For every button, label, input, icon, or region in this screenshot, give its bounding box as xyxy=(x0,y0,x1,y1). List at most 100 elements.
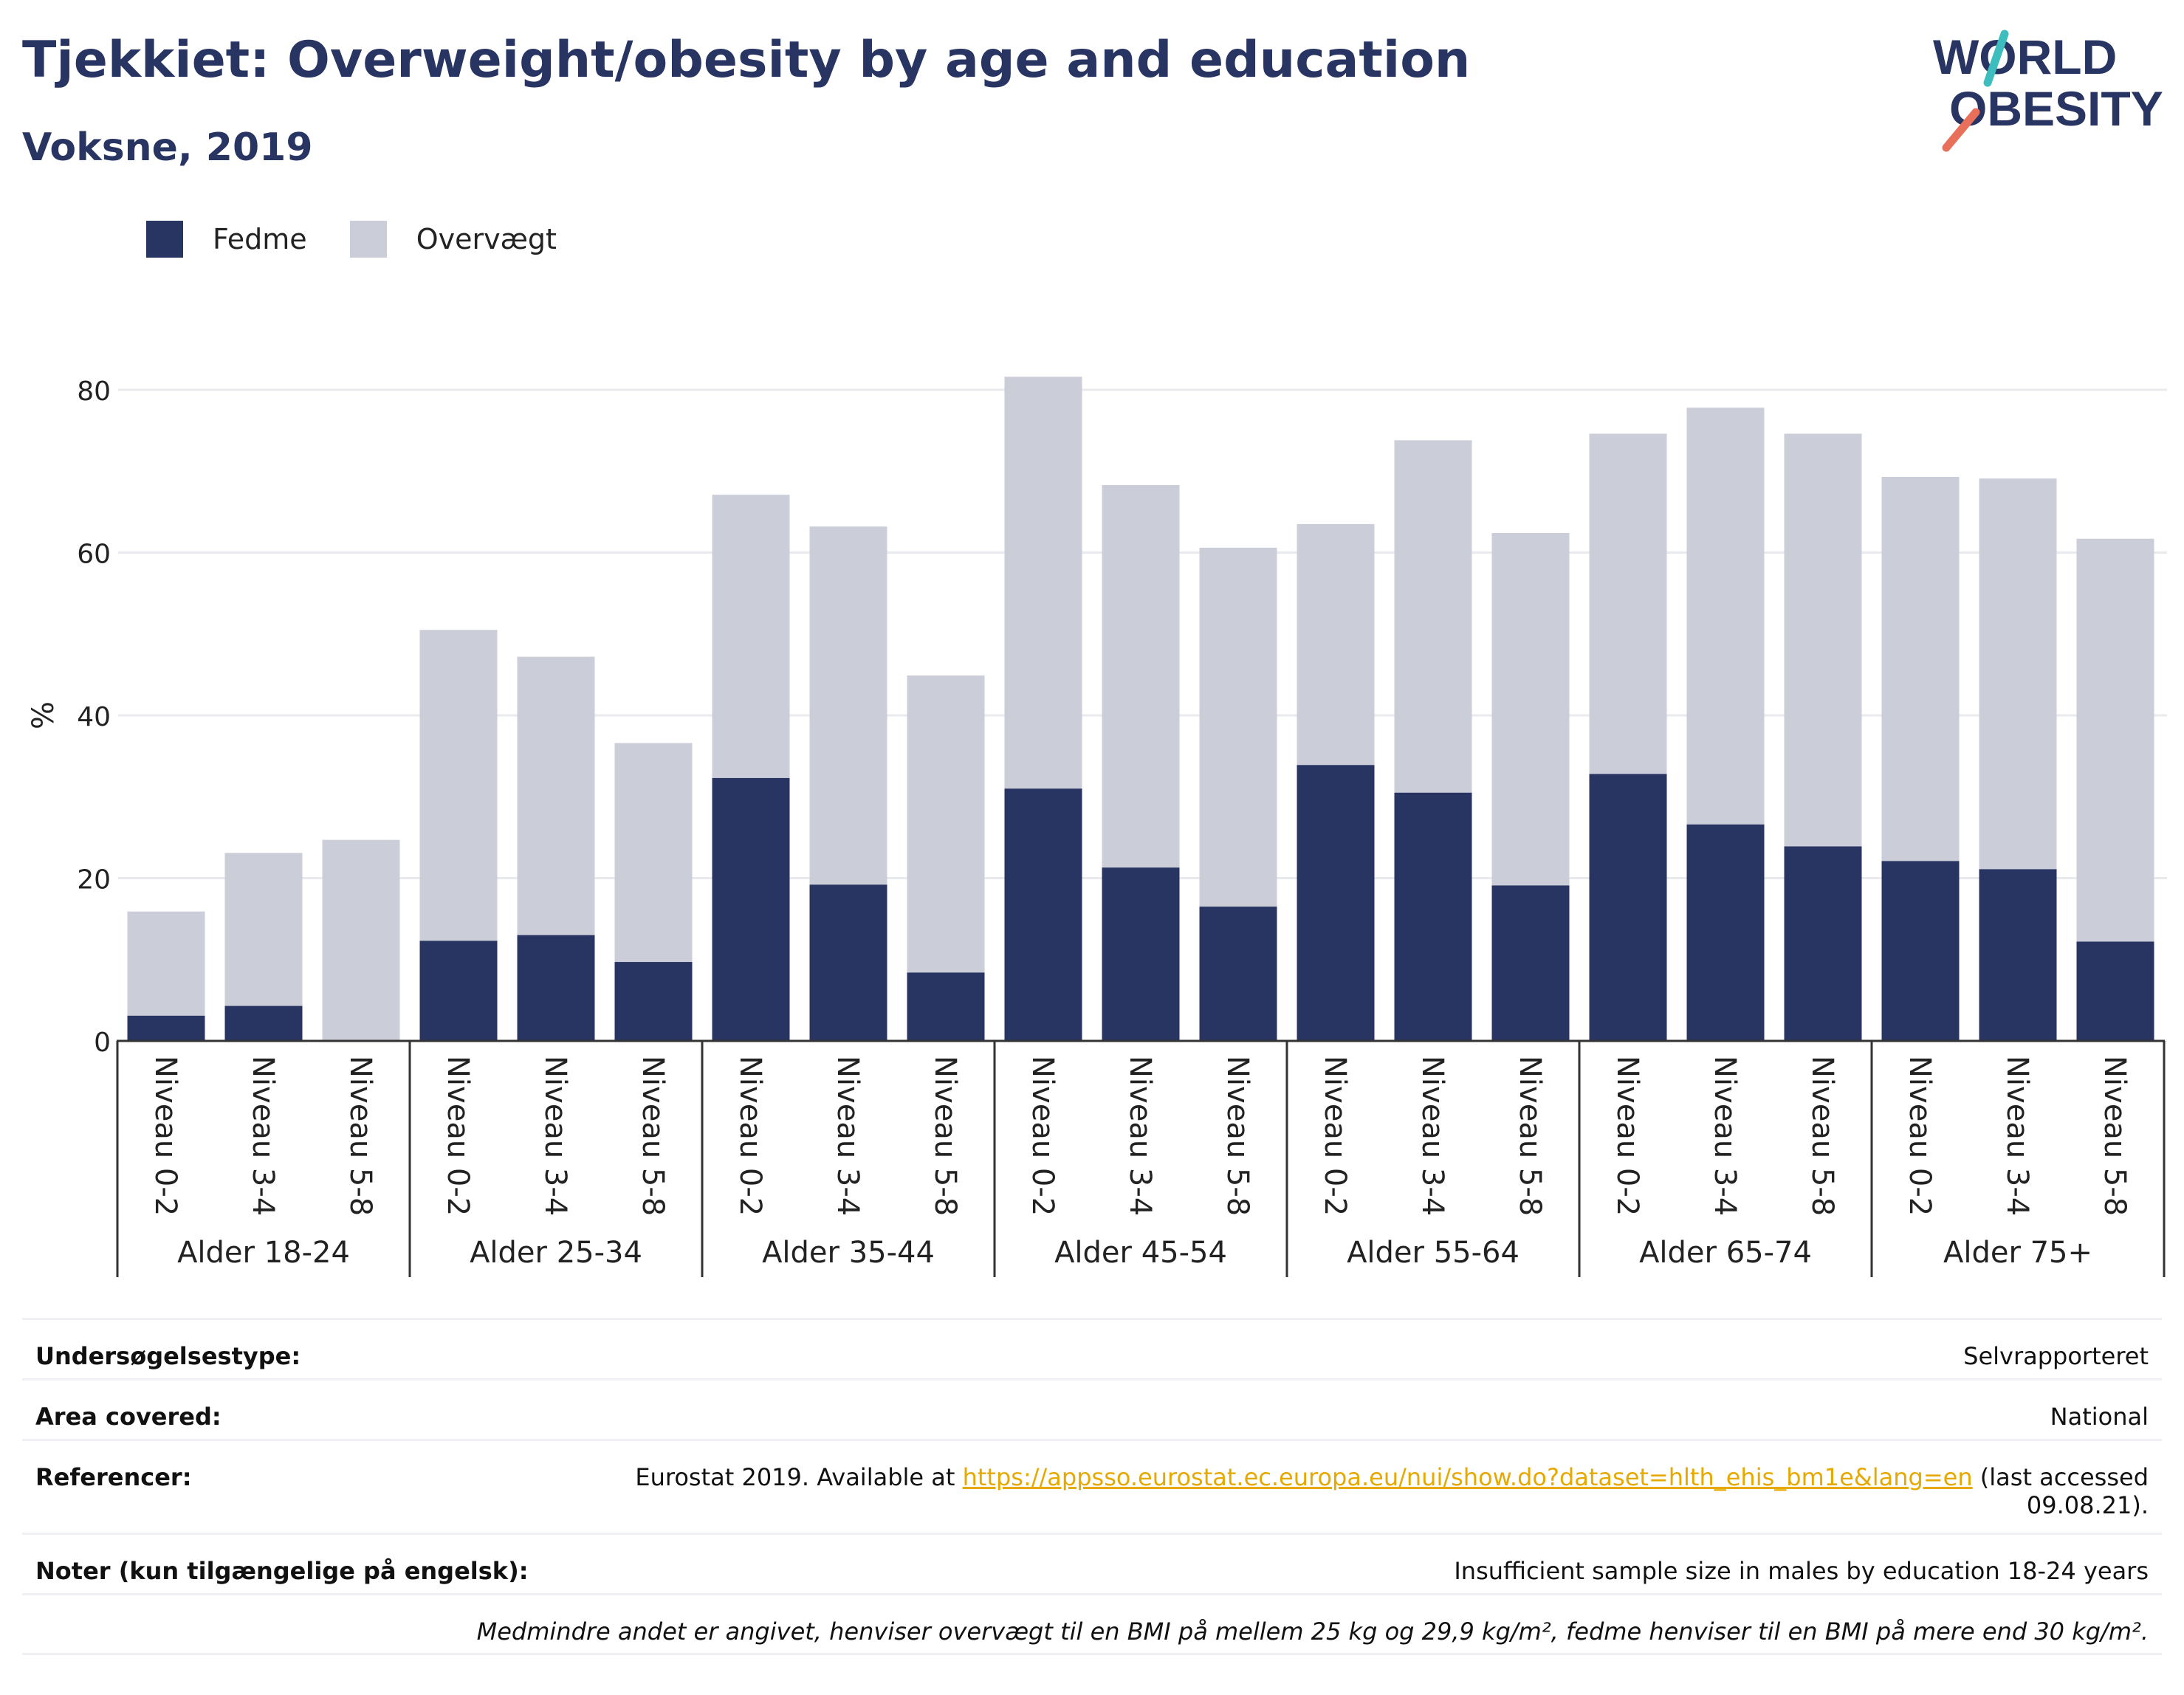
world-obesity-logo: WORLD OBESITY xyxy=(1933,30,2163,152)
info-row-footnote: Medmindre andet er angivet, henviser ove… xyxy=(22,1593,2162,1655)
survey-type-label: Undersøgelsestype: xyxy=(35,1342,301,1370)
x-tick-label: Niveau 3-4 xyxy=(246,1056,280,1216)
y-axis-label: % xyxy=(27,701,61,729)
legend-label-overvaegt: Overvægt xyxy=(416,223,557,255)
x-tick-label: Niveau 0-2 xyxy=(1610,1056,1644,1216)
bar-overvaegt xyxy=(1979,478,2057,870)
bar-fedme xyxy=(907,972,985,1041)
info-row-area: Area covered: National xyxy=(22,1378,2162,1439)
x-tick-label: Niveau 0-2 xyxy=(733,1056,767,1216)
bar-fedme xyxy=(1589,774,1667,1041)
bar-fedme xyxy=(1297,765,1375,1041)
bar-fedme xyxy=(809,884,887,1041)
bar-fedme xyxy=(1784,846,1862,1041)
x-tick-label: Niveau 5-8 xyxy=(928,1056,962,1216)
y-tick-label: 0 xyxy=(94,1028,111,1058)
bar-overvaegt xyxy=(1686,408,1765,825)
group-label: Alder 55-64 xyxy=(1347,1236,1519,1270)
x-tick-label: Niveau 5-8 xyxy=(636,1056,670,1216)
bar-overvaegt xyxy=(419,630,498,941)
bar-fedme xyxy=(1199,907,1277,1041)
legend-label-fedme: Fedme xyxy=(213,223,307,255)
bar-overvaegt xyxy=(907,675,985,973)
x-tick-label: Niveau 0-2 xyxy=(1318,1056,1352,1216)
page-subtitle: Voksne, 2019 xyxy=(22,126,313,170)
bar-overvaegt xyxy=(809,526,887,885)
references-label: Referencer: xyxy=(35,1463,192,1491)
info-row-survey-type: Undersøgelsestype: Selvrapporteret xyxy=(22,1318,2162,1378)
info-row-notes: Noter (kun tilgængelige på engelsk): Ins… xyxy=(22,1533,2162,1593)
group-label: Alder 75+ xyxy=(1943,1236,2092,1270)
bar-overvaegt xyxy=(1589,433,1667,774)
references-suffix2: 09.08.21). xyxy=(2026,1491,2149,1519)
bar-fedme xyxy=(224,1005,303,1041)
x-tick-label: Niveau 0-2 xyxy=(441,1056,475,1216)
info-row-references: Referencer: Eurostat 2019. Available at … xyxy=(22,1439,2162,1533)
x-tick-label: Niveau 0-2 xyxy=(1903,1056,1937,1216)
bar-overvaegt xyxy=(2076,538,2154,942)
logo-line2: OBESITY xyxy=(1949,81,2163,136)
logo-line1: WORLD xyxy=(1933,30,2117,84)
logo-slash-teal xyxy=(1983,30,2009,87)
x-tick-label: Niveau 5-8 xyxy=(2098,1056,2132,1216)
bar-fedme xyxy=(517,935,595,1041)
bar-fedme xyxy=(1686,824,1765,1041)
bar-overvaegt xyxy=(1102,484,1180,868)
group-label: Alder 65-74 xyxy=(1639,1236,1812,1270)
bar-overvaegt xyxy=(517,656,595,935)
x-tick-label: Niveau 0-2 xyxy=(1026,1056,1060,1216)
bar-overvaegt xyxy=(1784,433,1862,847)
bar-fedme xyxy=(1394,792,1472,1041)
bar-fedme xyxy=(712,777,790,1041)
bar-fedme xyxy=(1004,788,1082,1041)
x-tick-label: Niveau 3-4 xyxy=(831,1056,865,1216)
bar-overvaegt xyxy=(1881,476,1960,862)
x-tick-label: Niveau 5-8 xyxy=(1220,1056,1254,1216)
legend-item-fedme: Fedme xyxy=(146,221,307,258)
y-tick-label: 60 xyxy=(77,540,111,570)
bar-overvaegt xyxy=(1004,377,1082,789)
x-tick-label: Niveau 3-4 xyxy=(1708,1056,1742,1216)
chart-legend: Fedme Overvægt xyxy=(146,220,600,258)
references-value: Eurostat 2019. Available at https://apps… xyxy=(635,1463,2149,1519)
survey-type-value: Selvrapporteret xyxy=(1963,1342,2149,1370)
references-suffix: (last accessed xyxy=(1972,1463,2149,1491)
bar-overvaegt xyxy=(1297,523,1375,766)
bar-overvaegt xyxy=(1394,440,1472,793)
bar-fedme xyxy=(2076,941,2154,1041)
bar-fedme xyxy=(1979,869,2057,1041)
page-title: Tjekkiet: Overweight/obesity by age and … xyxy=(22,31,1471,89)
bar-overvaegt xyxy=(1491,533,1570,886)
footnote-text: Medmindre andet er angivet, henviser ove… xyxy=(476,1617,2149,1646)
stacked-bar-chart: 0 20 40 60 80% Niveau 0-2 Niveau 3-4 Niveau 5-8… xyxy=(27,377,2167,1277)
legend-swatch-overvaegt xyxy=(349,221,387,258)
x-tick-label: Niveau 5-8 xyxy=(1513,1056,1547,1216)
bar-fedme xyxy=(1881,861,1960,1041)
x-tick-label: Niveau 5-8 xyxy=(343,1056,377,1216)
notes-label: Noter (kun tilgængelige på engelsk): xyxy=(35,1557,529,1585)
bar-fedme xyxy=(1102,867,1180,1041)
bar-overvaegt xyxy=(614,743,693,963)
bar-fedme xyxy=(127,1015,205,1041)
bar-overvaegt xyxy=(1199,547,1277,907)
x-tick-label: Niveau 5-8 xyxy=(1805,1056,1839,1216)
bar-fedme xyxy=(1491,885,1570,1041)
bar-overvaegt xyxy=(224,853,303,1006)
references-prefix: Eurostat 2019. Available at xyxy=(635,1463,963,1491)
references-link[interactable]: https://appsso.eurostat.ec.europa.eu/nui… xyxy=(962,1463,1973,1491)
y-tick-label: 20 xyxy=(77,865,111,895)
logo-slash-coral xyxy=(1942,108,1980,152)
bar-overvaegt xyxy=(127,911,205,1016)
bar-overvaegt xyxy=(712,495,790,778)
group-label: Alder 35-44 xyxy=(762,1236,935,1270)
x-tick-label: Niveau 3-4 xyxy=(2000,1056,2034,1216)
legend-swatch-fedme xyxy=(146,221,183,258)
x-tick-label: Niveau 3-4 xyxy=(1415,1056,1449,1216)
x-tick-label: Niveau 3-4 xyxy=(538,1056,572,1216)
legend-item-overvaegt: Overvægt xyxy=(349,221,557,258)
x-tick-label: Niveau 3-4 xyxy=(1123,1056,1157,1216)
area-label: Area covered: xyxy=(35,1403,222,1431)
notes-value: Insufficient sample size in males by edu… xyxy=(1454,1557,2149,1585)
area-value: National xyxy=(2050,1403,2149,1431)
y-tick-label: 40 xyxy=(77,702,111,732)
